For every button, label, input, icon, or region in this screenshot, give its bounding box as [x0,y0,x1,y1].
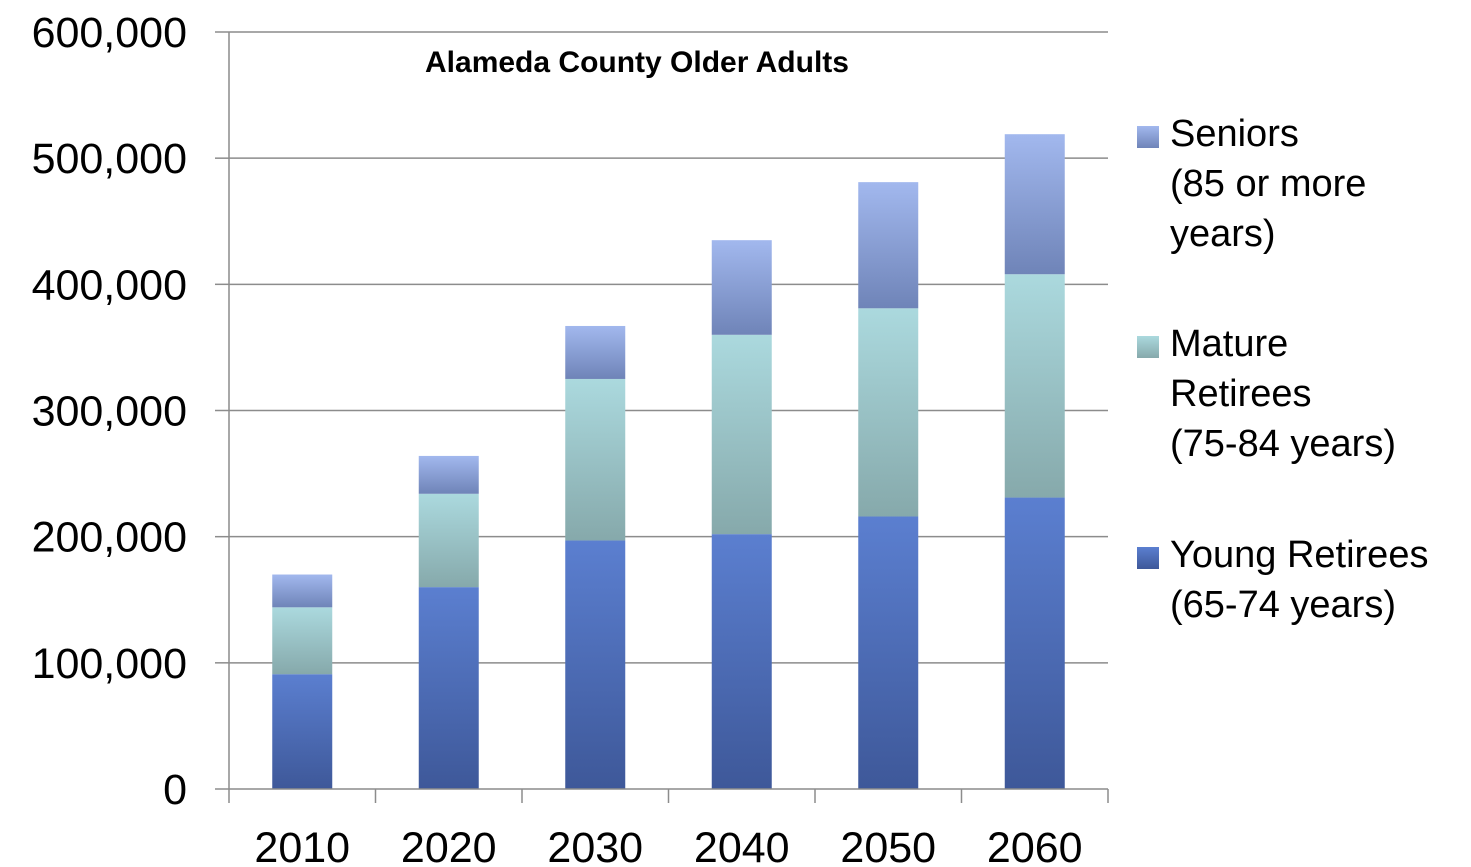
bar-seniors-2030 [565,325,626,379]
y-tick-label: 500,000 [32,135,187,183]
bar-young-retirees-2040 [711,534,772,789]
bar-mature-retirees-2030 [565,378,626,541]
legend-swatch [1137,126,1159,148]
legend-label: Young Retirees [1170,534,1428,576]
legend-label: (65-74 years) [1170,584,1396,626]
bar-mature-retirees-2010 [272,607,333,675]
x-tick-label: 2050 [840,824,936,867]
bar-young-retirees-2030 [565,540,626,789]
gridlines [229,31,1108,664]
x-tick-label: 2040 [694,824,790,867]
legend-item-mature-retirees: Mature Retirees (75-84 years) [1137,323,1396,465]
bar-young-retirees-2060 [1004,497,1065,789]
legend-label: Mature [1170,323,1288,365]
legend-item-young-retirees: Young Retirees (65-74 years) [1137,534,1428,626]
legend-label: years) [1170,213,1276,255]
bar-young-retirees-2050 [858,516,919,789]
bar-seniors-2010 [272,574,333,608]
legend-swatch [1137,336,1159,358]
y-tick-label: 300,000 [32,388,187,436]
y-tick-label: 400,000 [32,261,187,309]
y-tick-label: 200,000 [32,514,187,562]
legend-label: Retirees [1170,373,1312,415]
legend-swatch [1137,547,1159,569]
bars [272,134,1065,789]
x-tick-label: 2020 [401,824,497,867]
legend: Seniors (85 or more years) Mature Retirees (7… [1137,113,1428,626]
x-axis-tick-labels: 2010 2020 2030 2040 2050 2060 [254,824,1082,867]
x-tick-label: 2060 [987,824,1083,867]
bar-mature-retirees-2020 [418,493,479,588]
bar-seniors-2020 [418,455,479,494]
chart-title: Alameda County Older Adults [425,46,849,79]
bar-mature-retirees-2060 [1004,274,1065,498]
bar-young-retirees-2010 [272,674,333,789]
legend-label: Seniors [1170,113,1299,155]
y-tick-label: 100,000 [32,640,187,688]
x-tick-label: 2030 [547,824,643,867]
legend-item-seniors: Seniors (85 or more years) [1137,113,1366,255]
bar-seniors-2040 [711,240,772,335]
bar-mature-retirees-2050 [858,308,919,517]
axes [228,32,1109,803]
y-tick-label: 0 [163,766,187,814]
bar-seniors-2060 [1004,134,1065,275]
legend-label: (85 or more [1170,163,1366,205]
legend-label: (75-84 years) [1170,423,1396,465]
y-tick-label: 600,000 [32,9,187,57]
y-axis-tick-labels: 0 100,000 200,000 300,000 400,000 500,000 600,… [32,9,229,814]
bar-mature-retirees-2040 [711,334,772,535]
bar-young-retirees-2020 [418,587,479,789]
x-tick-label: 2010 [254,824,350,867]
bar-seniors-2050 [858,182,919,309]
